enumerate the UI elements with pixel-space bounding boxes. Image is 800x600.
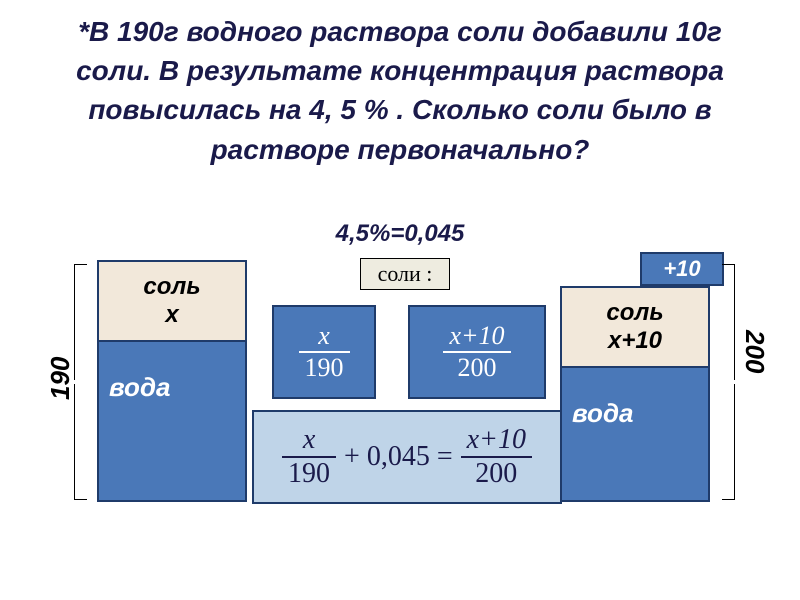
fraction-box-1: x 190: [272, 305, 376, 399]
eq-left-num: x: [282, 424, 336, 458]
problem-title: *В 190г водного раствора соли добавили 1…: [60, 12, 740, 169]
right-container: +10 соль x+10 вода: [560, 258, 710, 502]
right-water: вода: [560, 368, 710, 502]
right-bracket-bot: [722, 384, 735, 500]
right-salt-label: соль: [562, 299, 708, 327]
frac2-den: 200: [443, 353, 510, 383]
eq-left-den: 190: [282, 458, 336, 490]
left-water: вода: [97, 342, 247, 502]
eq-right-num: x+10: [461, 424, 532, 458]
frac2-num: x+10: [443, 321, 510, 353]
eq-right-den: 200: [461, 458, 532, 490]
left-bracket-bot: [74, 384, 87, 500]
plus-ten-badge: +10: [640, 252, 724, 286]
frac1-den: 190: [299, 353, 350, 383]
eq-middle: + 0,045 =: [336, 441, 461, 473]
right-salt: соль x+10: [560, 286, 710, 368]
frac1-num: x: [299, 321, 350, 353]
right-salt-var: x+10: [562, 327, 708, 355]
left-container: соль x вода: [97, 260, 247, 502]
left-total-label: 190: [45, 357, 76, 400]
eq-left-frac: x 190: [282, 424, 336, 490]
fraction-box-2: x+10 200: [408, 305, 546, 399]
right-bracket-top: [722, 264, 735, 380]
overlap-text: 4,5%=0,045: [240, 220, 560, 248]
left-salt-var: x: [99, 301, 245, 329]
eq-right-frac: x+10 200: [461, 424, 532, 490]
left-salt: соль x: [97, 260, 247, 342]
soli-label-box: соли :: [360, 258, 450, 290]
left-salt-label: соль: [99, 273, 245, 301]
fraction-1: x 190: [299, 321, 350, 383]
right-total-label: 200: [739, 330, 770, 373]
fraction-2: x+10 200: [443, 321, 510, 383]
equation-box: x 190 + 0,045 = x+10 200: [252, 410, 562, 504]
